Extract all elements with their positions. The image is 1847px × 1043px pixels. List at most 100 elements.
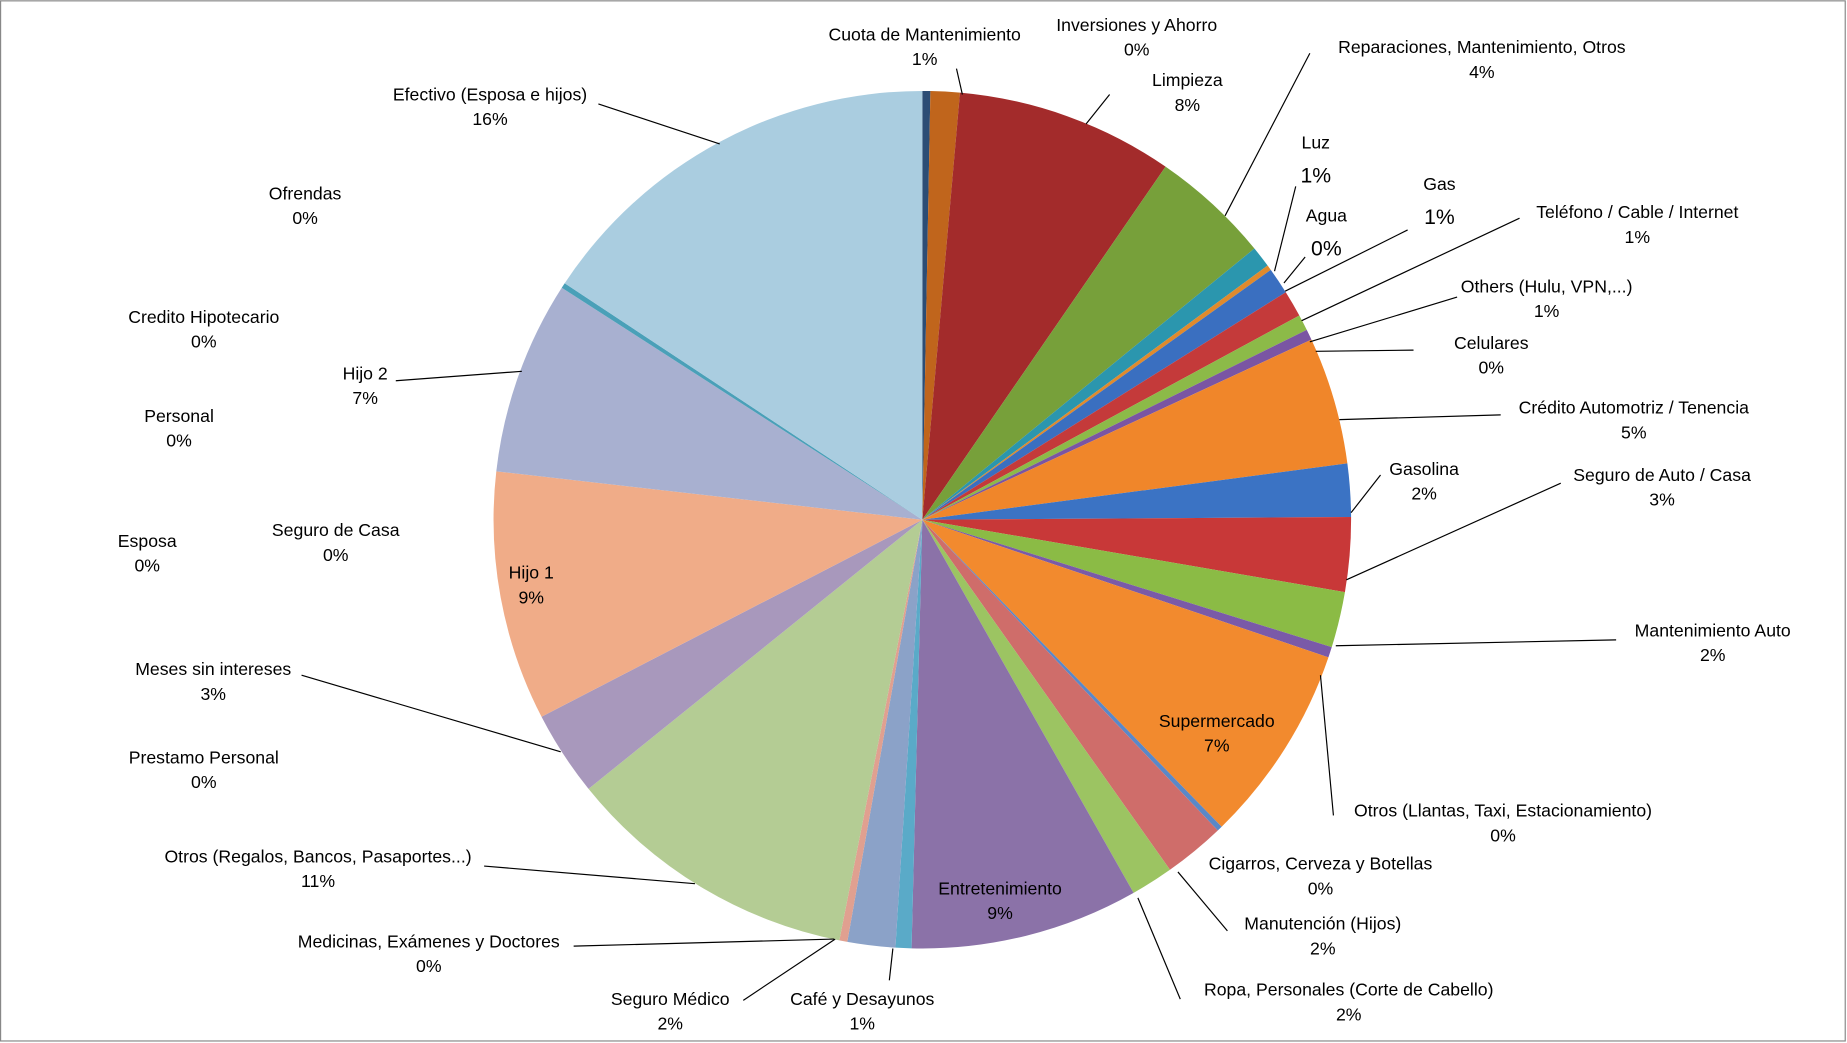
leader-line	[301, 674, 561, 753]
pie-slice	[922, 166, 1255, 520]
leader-line	[1319, 675, 1335, 816]
slice-value-label: 7%	[352, 388, 378, 408]
slice-label: Otros (Llantas, Taxi, Estacionamiento)	[1354, 801, 1652, 821]
slice-value-label: 1%	[912, 49, 938, 69]
pie-slice	[922, 292, 1300, 520]
slice-value-label: 0%	[1478, 358, 1504, 378]
leader-line	[1339, 414, 1501, 421]
leader-line	[888, 948, 894, 981]
pie-slice	[588, 519, 923, 941]
slice-value-label: 0%	[416, 956, 442, 976]
slice-value-label: 1%	[1300, 165, 1331, 188]
pie-slice	[895, 519, 923, 949]
slice-label: Credito Hipotecario	[128, 307, 279, 327]
slice-label: Crédito Automotriz / Tenencia	[1519, 398, 1749, 418]
pie-slice	[922, 339, 1348, 520]
slice-value-label: 2%	[657, 1014, 683, 1034]
slice-value-label: 3%	[1649, 490, 1675, 510]
slice-value-label: 8%	[1175, 95, 1201, 115]
slice-value-label: 11%	[301, 871, 335, 891]
leader-line	[1335, 639, 1617, 647]
pie-slice	[922, 269, 1286, 520]
slice-label: Prestamo Personal	[129, 748, 279, 768]
slice-value-label: 0%	[134, 556, 160, 576]
slice-label: Mantenimiento Auto	[1635, 620, 1791, 640]
slice-value-label: 4%	[1469, 62, 1495, 82]
leader-line	[1301, 217, 1520, 322]
leader-line	[484, 865, 696, 885]
leader-line	[1085, 94, 1111, 125]
pie-slice	[564, 90, 923, 520]
slice-value-label: 9%	[518, 587, 544, 607]
pie-slice	[922, 519, 1329, 827]
slice-label: Supermercado	[1159, 711, 1275, 731]
slice-label: Cuota de Mantenimiento	[828, 24, 1021, 44]
slice-label: Efectivo (Esposa e hijos)	[393, 84, 587, 104]
slice-label: Hijo 1	[509, 563, 554, 583]
pie-slice	[922, 265, 1271, 520]
slice-label: Reparaciones, Mantenimiento, Otros	[1338, 37, 1626, 57]
slice-label: Limpieza	[1152, 70, 1223, 90]
slice-label: Ropa, Personales (Corte de Cabello)	[1204, 980, 1494, 1000]
leader-line	[1224, 52, 1311, 217]
slice-value-label: 7%	[1204, 736, 1230, 756]
pie-slice	[911, 519, 1134, 949]
leader-line	[1346, 482, 1562, 581]
slice-label: Others (Hulu, VPN,...)	[1461, 276, 1633, 296]
slice-value-label: 0%	[292, 208, 318, 228]
slice-label: Seguro Médico	[611, 989, 730, 1009]
leader-line	[1283, 256, 1306, 284]
pie-slice	[922, 463, 1352, 520]
pie-slice	[561, 283, 923, 520]
leader-line	[1284, 229, 1408, 292]
slice-label: Personal	[144, 406, 214, 426]
pie-slice	[922, 519, 1218, 870]
pie-slice	[922, 519, 1222, 831]
leader-line	[955, 68, 963, 95]
pie-slice	[922, 517, 1352, 593]
slice-value-label: 2%	[1411, 484, 1437, 504]
pie-slice	[922, 92, 1166, 520]
slice-value-label: 0%	[191, 332, 217, 352]
slice-label: Luz	[1302, 133, 1330, 153]
pie-slice	[922, 248, 1268, 520]
slice-label: Ofrendas	[269, 183, 342, 203]
pie-slice	[839, 519, 923, 942]
leader-line	[1350, 474, 1382, 514]
slice-value-label: 1%	[1534, 301, 1560, 321]
pie-slice	[922, 329, 1312, 520]
slice-value-label: 2%	[1310, 938, 1336, 958]
slice-label: Cigarros, Cerveza y Botellas	[1209, 854, 1433, 874]
leader-line	[1137, 897, 1181, 1000]
slice-label: Otros (Regalos, Bancos, Pasaportes...)	[164, 846, 471, 866]
slice-label: Meses sin intereses	[135, 659, 291, 679]
leader-line	[742, 938, 836, 1001]
slice-label: Hijo 2	[343, 364, 388, 384]
slice-value-label: 2%	[1336, 1004, 1362, 1024]
slice-value-label: 1%	[1424, 206, 1455, 229]
pie-slice	[847, 519, 923, 948]
pie-slice	[922, 519, 1345, 648]
leader-line	[395, 370, 522, 382]
slice-label: Celulares	[1454, 333, 1529, 353]
slice-label: Seguro de Casa	[272, 520, 400, 540]
leader-line	[598, 103, 720, 145]
pie-slice	[922, 519, 1332, 658]
leader-line	[573, 938, 834, 947]
slice-value-label: 0%	[1311, 238, 1342, 261]
slice-value-label: 3%	[200, 684, 226, 704]
slice-value-label: 16%	[472, 109, 508, 129]
slice-value-label: 1%	[849, 1014, 875, 1034]
pie-slice	[493, 471, 923, 717]
slice-value-label: 0%	[1124, 40, 1150, 60]
slice-label: Gas	[1423, 174, 1456, 194]
slice-label: Gasolina	[1389, 459, 1459, 479]
slice-label: Entretenimiento	[938, 878, 1062, 898]
slice-value-label: 2%	[1700, 645, 1726, 665]
pie-slice	[541, 519, 923, 789]
pie-slice	[922, 315, 1307, 520]
pie-slice	[922, 90, 931, 520]
slice-label: Medicinas, Exámenes y Doctores	[298, 931, 560, 951]
slice-label: Manutención (Hijos)	[1244, 914, 1401, 934]
leader-line	[1177, 871, 1228, 932]
